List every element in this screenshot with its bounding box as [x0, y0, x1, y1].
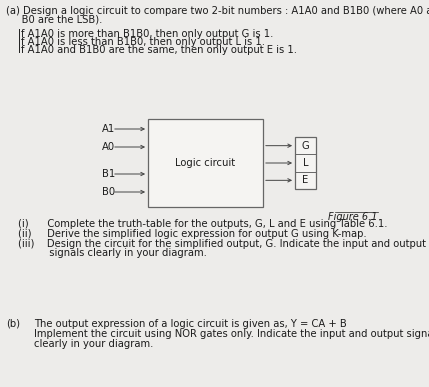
Text: If A1A0 and B1B0 are the same, then only output E is 1.: If A1A0 and B1B0 are the same, then only… [18, 45, 297, 55]
Text: Figure 6.1: Figure 6.1 [329, 212, 378, 222]
Text: B0 are the LSB).: B0 are the LSB). [6, 15, 103, 25]
Bar [295, 137, 316, 189]
Text: Implement the circuit using NOR gates only. Indicate the input and output signal: Implement the circuit using NOR gates on… [34, 329, 429, 339]
Text: Logic circuit: Logic circuit [175, 158, 236, 168]
Text: A0: A0 [102, 142, 115, 152]
Bar [148, 119, 263, 207]
Text: If A1A0 is less than B1B0, then only output L is 1.: If A1A0 is less than B1B0, then only out… [18, 37, 265, 47]
Text: E: E [302, 175, 308, 185]
Text: (iii)    Design the circuit for the simplified output, G. Indicate the input and: (iii) Design the circuit for the simplif… [18, 239, 426, 249]
Text: (i)      Complete the truth-table for the outputs, G, L and E using Table 6.1.: (i) Complete the truth-table for the out… [18, 219, 387, 229]
Text: B1: B1 [102, 169, 115, 179]
Text: clearly in your diagram.: clearly in your diagram. [34, 339, 154, 349]
Text: G: G [302, 140, 309, 151]
Text: A1: A1 [102, 124, 115, 134]
Text: (a) Design a logic circuit to compare two 2-bit numbers : A1A0 and B1B0 (where A: (a) Design a logic circuit to compare tw… [6, 6, 429, 16]
Text: signals clearly in your diagram.: signals clearly in your diagram. [18, 248, 207, 258]
Text: (b): (b) [6, 319, 20, 329]
Text: The output expression of a logic circuit is given as, Y = CA + B: The output expression of a logic circuit… [34, 319, 347, 329]
Text: L: L [303, 158, 308, 168]
Text: (ii)     Derive the simplified logic expression for output G using K-map.: (ii) Derive the simplified logic express… [18, 229, 367, 239]
Text: B0: B0 [102, 187, 115, 197]
Text: If A1A0 is more than B1B0, then only output G is 1.: If A1A0 is more than B1B0, then only out… [18, 29, 273, 39]
